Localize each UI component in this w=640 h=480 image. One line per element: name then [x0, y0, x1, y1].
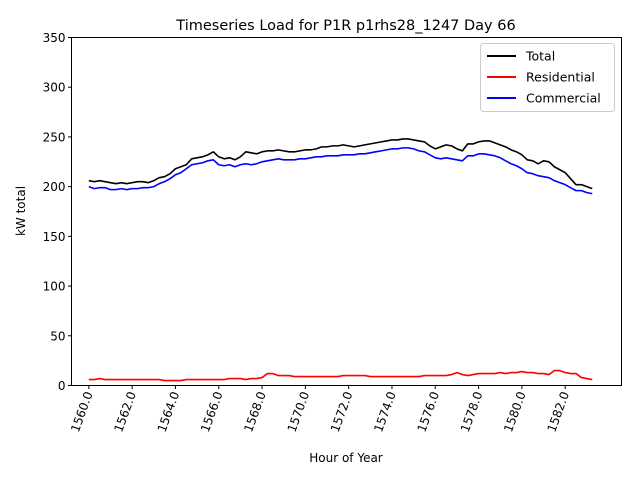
- y-tick-label: 200: [43, 180, 66, 194]
- series-layer: [88, 138, 593, 382]
- x-tick-label: 1560.0: [68, 390, 96, 434]
- series-line-commercial: [88, 147, 593, 195]
- y-tick-label: 0: [58, 379, 66, 393]
- x-tick-label: 1580.0: [501, 390, 529, 434]
- series-line-total: [88, 138, 593, 190]
- legend-label-commercial: Commercial: [526, 91, 601, 106]
- y-tick-label: 300: [43, 81, 66, 95]
- plot-frame: [71, 37, 622, 386]
- x-tick-label: 1570.0: [285, 390, 313, 434]
- x-tick-label: 1576.0: [415, 390, 443, 434]
- x-tick-label: 1572.0: [328, 390, 356, 434]
- series-line-residential: [88, 369, 593, 382]
- y-tick-label: 150: [43, 230, 66, 244]
- x-tick-label: 1564.0: [155, 390, 183, 434]
- x-tick-label: 1562.0: [111, 390, 139, 434]
- legend-label-residential: Residential: [526, 70, 595, 85]
- chart-title: Timeseries Load for P1R p1rhs28_1247 Day…: [175, 18, 515, 34]
- x-tick-label: 1578.0: [458, 390, 486, 434]
- x-axis-label: Hour of Year: [309, 451, 383, 465]
- x-tick-label: 1582.0: [544, 390, 572, 434]
- x-tick-label: 1574.0: [371, 390, 399, 434]
- legend: Total Residential Commercial: [480, 43, 615, 112]
- y-tick-label: 50: [50, 329, 65, 343]
- y-tick-label: 100: [43, 280, 66, 294]
- x-tick-label: 1566.0: [198, 390, 226, 434]
- y-axis-label: kW total: [14, 186, 28, 236]
- legend-box: [480, 43, 615, 112]
- axis-ticks: 0 50 100 150 200 250 300 350 1560.0 1562.0 1564.0 1…: [43, 31, 572, 434]
- y-tick-label: 250: [43, 130, 66, 144]
- y-tick-label: 350: [43, 31, 66, 45]
- legend-label-total: Total: [525, 49, 555, 64]
- x-tick-label: 1568.0: [241, 390, 269, 434]
